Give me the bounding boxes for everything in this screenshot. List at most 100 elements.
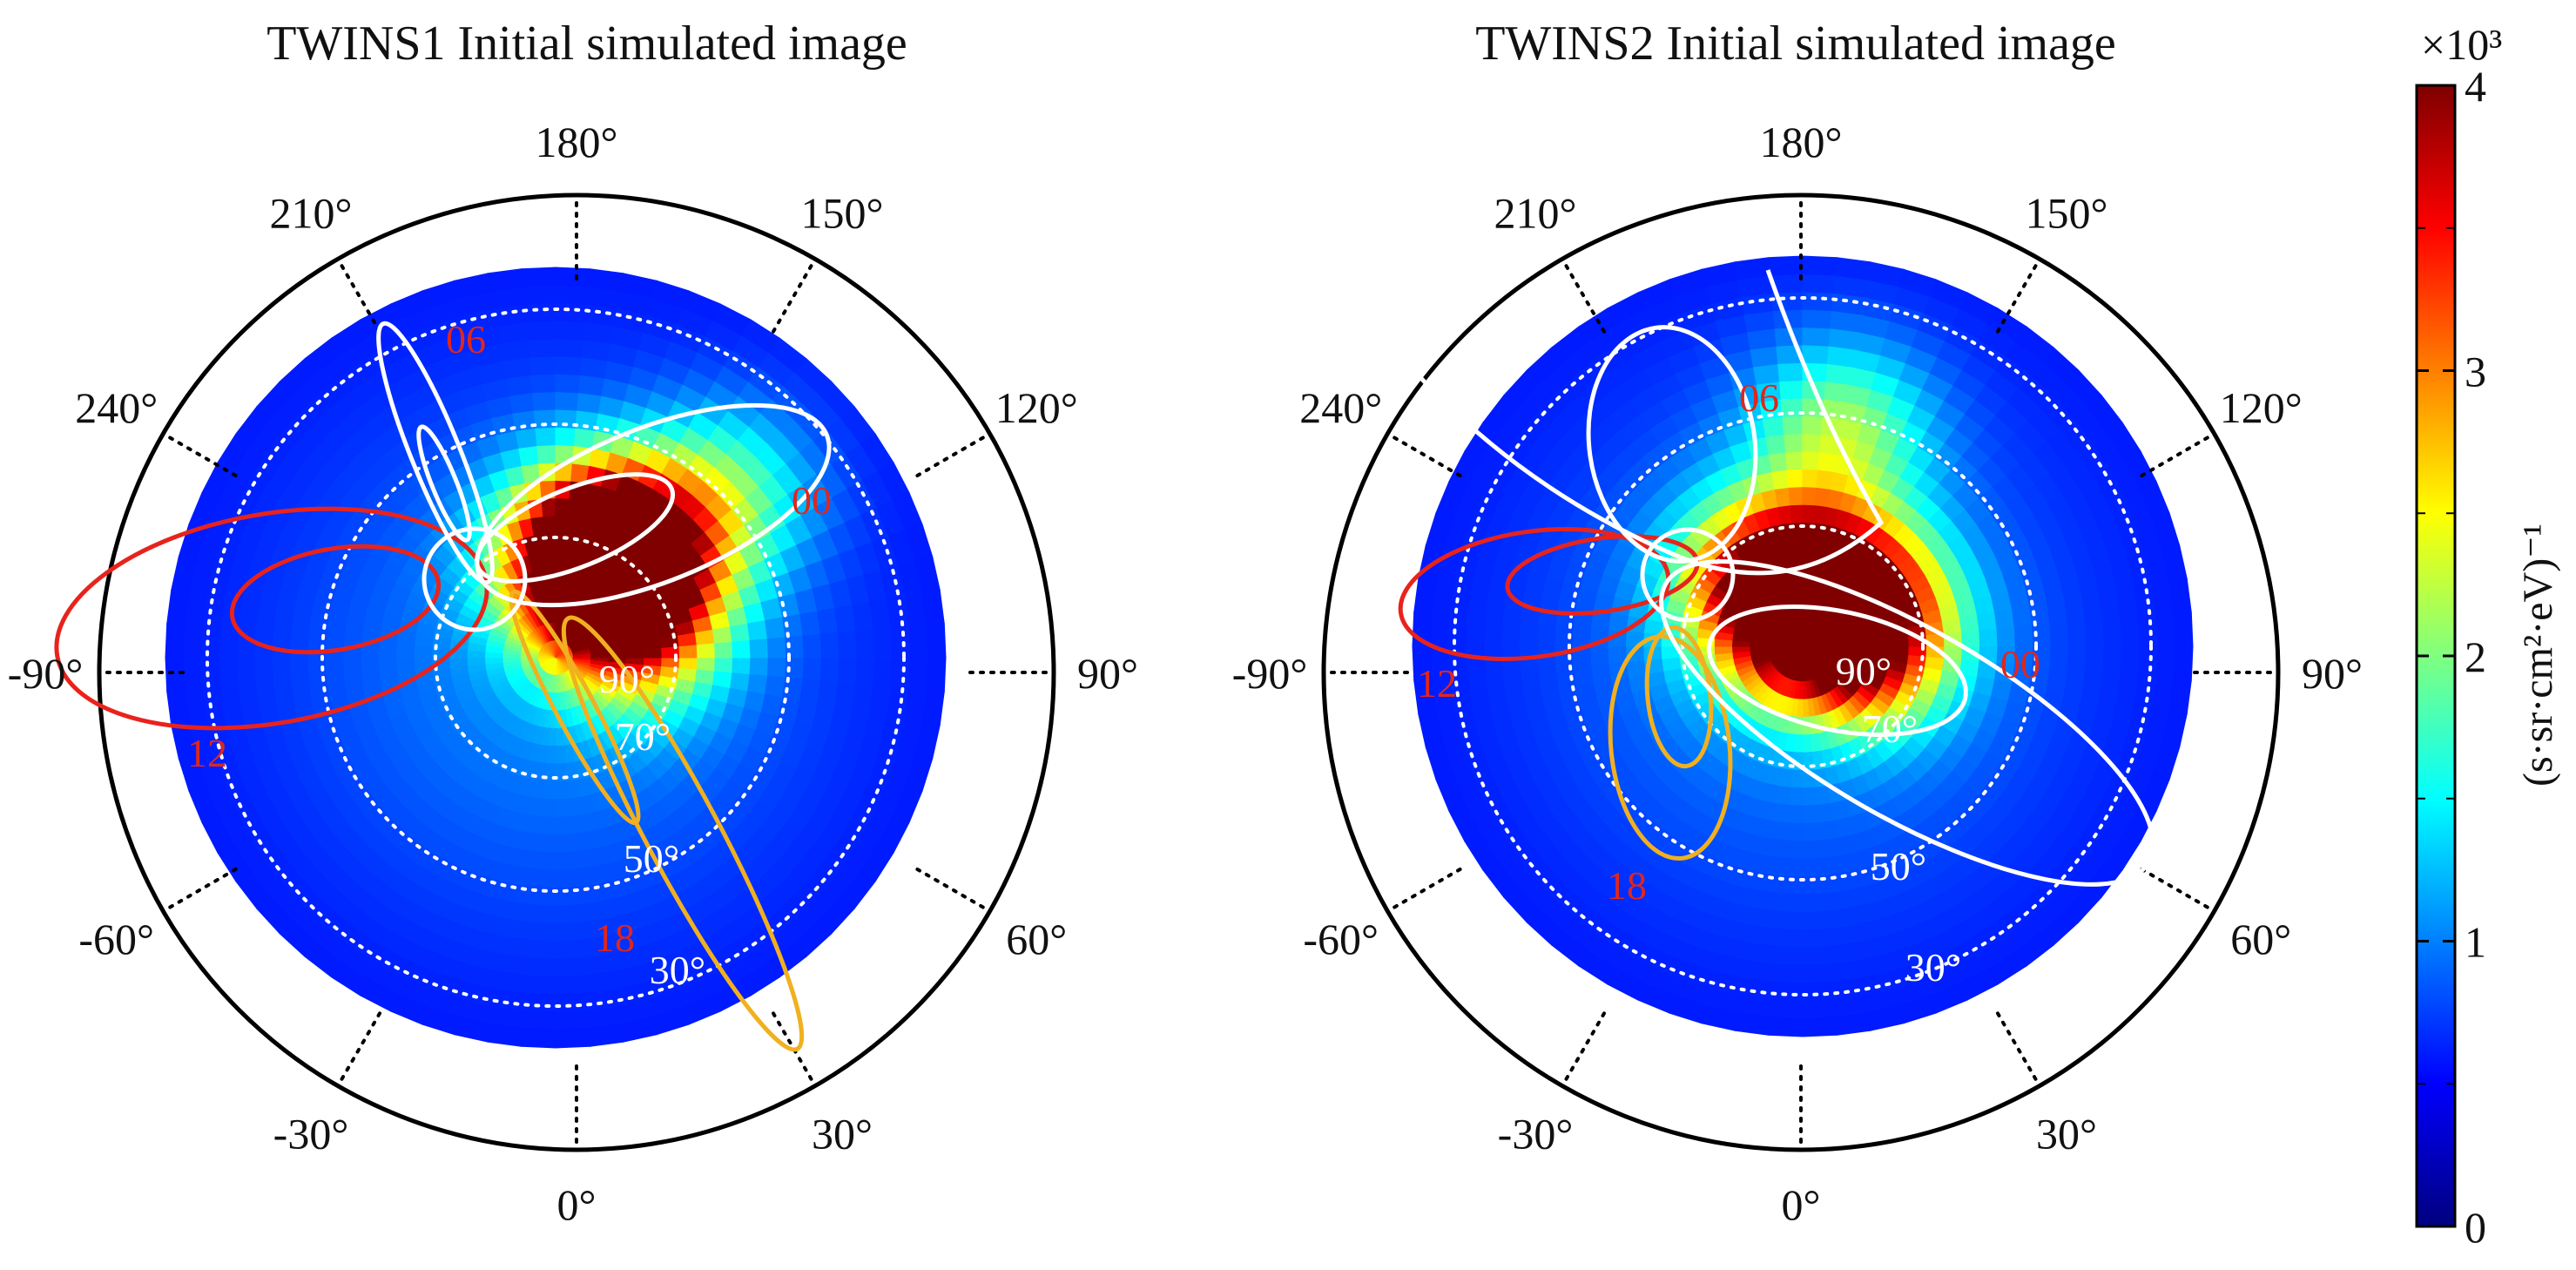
twins2-heat-cell [1834, 257, 1871, 280]
twins1-ring-label: 70° [615, 714, 671, 759]
twins2-heat-cell [1465, 616, 1486, 647]
twins2-heat-cell [1762, 855, 1785, 877]
twins1-heat-cell [525, 320, 556, 341]
twins2-outer-tick-label: 180° [1760, 118, 1843, 166]
twins1-heat-cell [908, 625, 929, 659]
twins1-heat-cell [855, 657, 876, 686]
twins2-heat-cell [2137, 645, 2158, 679]
twins1-heat-cell [515, 427, 538, 449]
twins1-heat-cell [766, 657, 787, 679]
colorbar-tick-label: 1 [2465, 918, 2486, 967]
twins1-heat-cell [569, 814, 587, 835]
twins2-white-contour-00 [1707, 605, 1968, 737]
twins2-panel: TWINS2 Initial simulated image 180°210°2… [1232, 17, 2363, 1229]
twins2-spoke [2140, 432, 2216, 477]
colorbar-multiplier: ×10³ [2421, 20, 2502, 69]
twins1-orange-contours [509, 589, 805, 1052]
twins1-heat-cell [543, 780, 556, 801]
twins2-heat-cell [1976, 611, 1998, 632]
twins1-heat-cell [729, 623, 751, 643]
twins2-heat-cell [1784, 822, 1804, 842]
twins2-spoke [1561, 1011, 1606, 1088]
twins1-white-contour-06-inner [416, 424, 472, 543]
twins2-ring-label: 70° [1862, 706, 1918, 751]
colorbar: 0 1 2 3 4 ×10³ (s·sr·cm²·eV)⁻¹ [2415, 20, 2561, 1252]
twins2-heat-cell [1788, 486, 1804, 506]
twins1-orange-contour-outer [561, 615, 805, 1052]
twins1-heat-cell [571, 849, 593, 870]
twins1-heat-cell [555, 390, 580, 411]
twins2-heat-cell [2102, 618, 2123, 647]
twins2-heat-cell [1802, 273, 1836, 294]
twins2-heat-cell [1792, 539, 1804, 559]
twins2-heat-cell [1834, 1012, 1871, 1036]
twins1-white-contour-00 [475, 402, 832, 608]
twins2-white-contour-arc-left [1400, 269, 1885, 576]
twins1-ring-label: 90° [599, 657, 655, 701]
twins1-heat-cell [521, 1028, 556, 1049]
twins1-heat-cell [926, 623, 947, 659]
twins2-heat-cell [2085, 645, 2105, 673]
twins1-heat-cell [535, 426, 556, 447]
twins1-heat-cell [523, 302, 556, 323]
twins2-heat-cell [1802, 326, 1831, 347]
twins2-mlt-labels: 06 00 12 18 [1417, 375, 2040, 908]
twins2-heat-cell [1572, 664, 1594, 687]
twins1-heat-cell [819, 657, 840, 683]
twins2-heat-cell [1518, 621, 1539, 647]
twins1-heat-cell [530, 922, 556, 942]
twins1-heat-cell [573, 867, 597, 888]
twins1-heat-cell [573, 427, 597, 449]
twins1-heat-cell [523, 284, 556, 305]
twins1-heat-cell [521, 267, 556, 287]
twins2-ring-label: 50° [1871, 844, 1926, 888]
twins2-spokes [1322, 193, 2280, 1152]
twins1-heat-cell [555, 745, 566, 765]
colorbar-tick-label: 4 [2465, 62, 2486, 111]
twins2-heat-cell [1802, 857, 1824, 878]
twins1-heat-cell [413, 645, 433, 659]
twins2-heat-cell [1713, 645, 1733, 655]
twins2-heat-cell [1771, 469, 1790, 490]
twins2-orange-contours [1608, 625, 1733, 861]
twins2-heat-cell [1535, 622, 1556, 647]
twins2-heat-cell [1777, 361, 1804, 382]
twins1-spoke [336, 257, 381, 334]
twins1-spoke [772, 257, 817, 334]
twins2-heat-cell [1802, 946, 1831, 967]
twins1-spoke [161, 432, 238, 477]
twins2-heat-cell [1802, 415, 1824, 436]
twins2-heat-cell [1820, 855, 1844, 877]
twins1-heat-cell [799, 611, 821, 637]
twins1-heat-cell [218, 627, 239, 659]
twins1-outer-tick-label: 60° [1006, 915, 1067, 963]
twins1-heat-cell [921, 689, 945, 726]
twins2-heat-cell [1429, 613, 1450, 647]
twins2-outer-tick-label: 240° [1299, 383, 1382, 432]
twins1-heat-cell [324, 657, 345, 679]
twins2-heat-cell [1802, 981, 1835, 1002]
twins1-heat-cell [555, 851, 575, 871]
twins1-heat-cell [921, 589, 945, 626]
twins1-heat-cell [873, 627, 894, 659]
twins1-heat-cell [555, 284, 589, 305]
twins2-heat-cell [1765, 434, 1787, 455]
twins1-heat-cell [343, 673, 364, 695]
twins2-spoke [1386, 432, 1462, 477]
twins1-heat-cell [555, 780, 569, 801]
twins1-heat-cell [537, 834, 556, 854]
twins1-heat-cell [555, 1028, 590, 1049]
twins1-heat-cell [555, 904, 580, 925]
twins2-heat-cell [1802, 963, 1833, 984]
twins2-ring-labels: 90° 70° 50° 30° [1836, 649, 1961, 990]
twins2-ring-50 [1568, 411, 2038, 882]
twins2-heat-cell [1778, 379, 1804, 400]
twins1-ring-label: 30° [650, 948, 705, 992]
twins2-heat-cell [1802, 910, 1828, 931]
twins2-heat-cell [1465, 645, 1486, 677]
twins1-heat-cell [890, 657, 911, 690]
twins2-heat-cell [2012, 605, 2033, 629]
twins1-ring-30 [206, 307, 906, 1008]
twins1-heat-cell [182, 625, 203, 659]
twins2-spoke [1996, 1011, 2041, 1088]
